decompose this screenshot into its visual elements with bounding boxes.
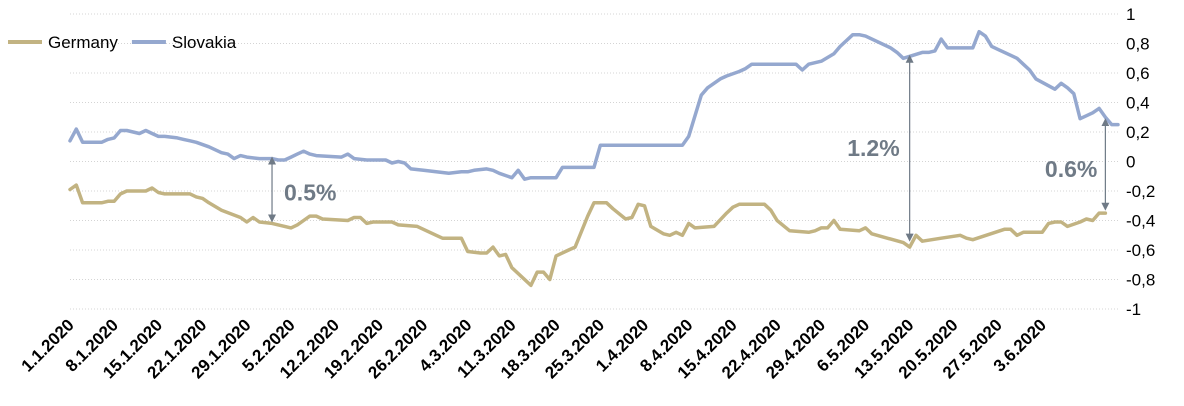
- series-group: [68, 29, 1120, 288]
- annotation-label: 0.6%: [1045, 156, 1097, 182]
- annotation-label: 0.5%: [284, 180, 336, 206]
- y-tick-label: -1: [1126, 300, 1141, 319]
- y-tick-label: -0,8: [1126, 271, 1155, 290]
- annotation-label: 1.2%: [847, 135, 899, 161]
- y-tick-label: 0: [1126, 153, 1135, 172]
- y-tick-label: 0,6: [1126, 64, 1150, 83]
- y-tick-label: -0,4: [1126, 212, 1155, 231]
- y-tick-label: 0,2: [1126, 123, 1150, 142]
- x-axis: 1.1.20208.1.202015.1.202022.1.202029.1.2…: [18, 315, 1050, 382]
- y-axis: 1 0,8 0,6 0,4 0,2 0 -0,2 -0,4 -0,6 -0,8 -1: [1126, 5, 1155, 319]
- y-tick-label: 0,8: [1126, 35, 1150, 54]
- annotations: 0.5% 1.2% 0.6%: [268, 54, 1110, 242]
- series-line-germany: [68, 183, 1108, 288]
- legend-label-germany: Germany: [48, 33, 118, 52]
- y-tick-label: 0,4: [1126, 94, 1150, 113]
- y-tick-label: -0,6: [1126, 241, 1155, 260]
- y-tick-label: 1: [1126, 5, 1135, 24]
- legend: Germany Slovakia: [8, 33, 237, 52]
- series-line-slovakia: [68, 29, 1120, 181]
- y-tick-label: -0,2: [1126, 182, 1155, 201]
- legend-label-slovakia: Slovakia: [172, 33, 237, 52]
